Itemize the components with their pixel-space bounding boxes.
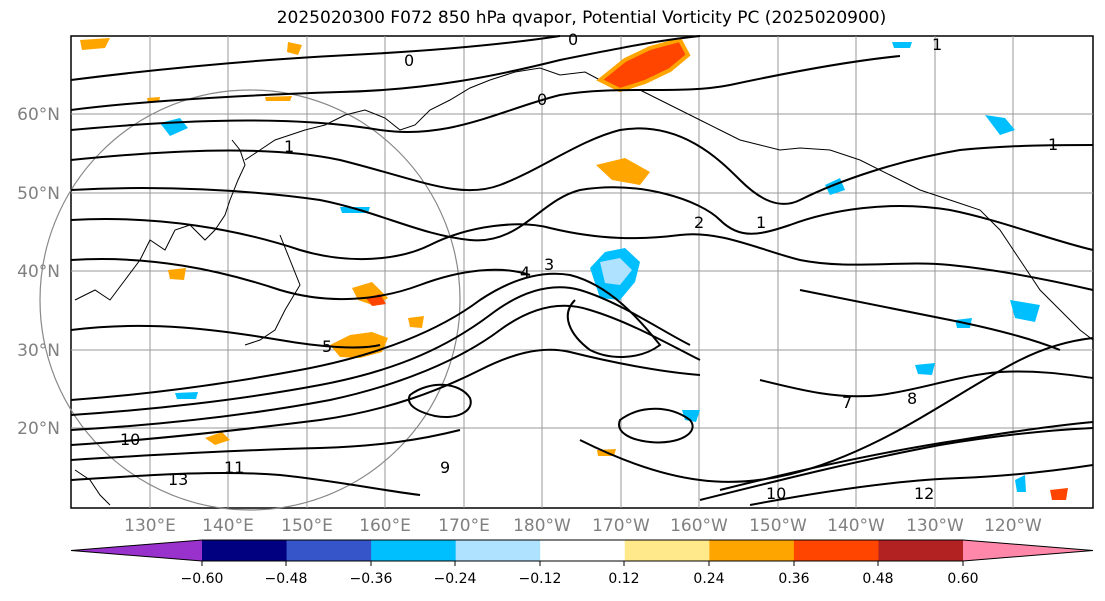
colorbar-swatch [455, 540, 541, 561]
contour-label: 13 [168, 470, 188, 489]
colorbar-tick-label: −0.12 [519, 571, 562, 587]
contour-label: 9 [440, 458, 450, 477]
lon-label: 170°W [592, 516, 650, 536]
contour-label: 2 [694, 213, 704, 232]
colorbar-swatch [878, 540, 964, 561]
colorbar-swatches [70, 539, 1094, 562]
contour-label: 11 [224, 458, 244, 477]
lon-label: 170°E [438, 516, 490, 536]
colorbar-tick-label: −0.36 [350, 571, 393, 587]
lon-label: 180°W [513, 516, 571, 536]
contour-label: 0 [568, 30, 578, 49]
colorbar-tick-label: 0.48 [862, 571, 893, 587]
colorbar-swatch [202, 540, 288, 561]
lon-label: 140°E [202, 516, 254, 536]
contour-label: 4 [520, 263, 530, 282]
colorbar-swatch [624, 540, 710, 561]
contour-label: 0 [404, 51, 414, 70]
colorbar-swatch [540, 540, 626, 561]
lon-label: 150°E [281, 516, 333, 536]
contour-label: 1 [284, 137, 294, 156]
lat-label: 60°N [17, 105, 60, 125]
lat-label: 30°N [17, 341, 60, 361]
lon-label: 150°W [749, 516, 807, 536]
colorbar-ticks [201, 561, 964, 566]
lon-label: 160°W [670, 516, 728, 536]
colorbar-tick-label: 0.24 [693, 571, 724, 587]
lat-label: 40°N [17, 262, 60, 282]
colorbar-extend-max [963, 540, 1093, 561]
colorbar-tick-label: 0.12 [608, 571, 639, 587]
pv-positive-patches [80, 37, 1068, 500]
contour-label: 5 [322, 337, 332, 356]
colorbar: −0.60 −0.48 −0.36 −0.24 −0.12 0.12 0.24 … [70, 539, 1094, 587]
contour-labels: 0 0 0 1 1 1 1 2 3 4 5 7 8 9 10 10 11 12 … [120, 30, 1058, 503]
colorbar-swatch [709, 540, 795, 561]
contour-label: 8 [907, 389, 917, 408]
lon-label: 130°W [906, 516, 964, 536]
pv-contours [70, 35, 1094, 506]
colorbar-swatch [793, 540, 879, 561]
contour-label: 7 [842, 393, 852, 412]
contour-label: 3 [544, 255, 554, 274]
colorbar-tick-label: 0.36 [778, 571, 809, 587]
contour-label: 1 [932, 35, 942, 54]
lon-label: 130°E [124, 516, 176, 536]
contour-label: 1 [1048, 135, 1058, 154]
colorbar-swatch [371, 540, 457, 561]
longitude-labels: 130°E 140°E 150°E 160°E 170°E 180°W 170°… [124, 516, 1042, 536]
lat-label: 20°N [17, 419, 60, 439]
lat-label: 50°N [17, 184, 60, 204]
lon-label: 140°W [827, 516, 885, 536]
colorbar-tick-label: 0.60 [947, 571, 978, 587]
contour-label: 12 [914, 484, 934, 503]
lon-label: 160°E [359, 516, 411, 536]
contour-label: 1 [756, 213, 766, 232]
colorbar-tick-labels: −0.60 −0.48 −0.36 −0.24 −0.12 0.12 0.24 … [181, 571, 979, 587]
colorbar-tick-label: −0.24 [434, 571, 477, 587]
contour-label: 10 [120, 430, 140, 449]
contour-label: 0 [537, 90, 547, 109]
colorbar-extend-min [71, 540, 202, 561]
colorbar-tick-label: −0.60 [181, 571, 224, 587]
map-title: 2025020300 F072 850 hPa qvapor, Potentia… [276, 8, 887, 28]
colorbar-swatch [286, 540, 372, 561]
contour-label: 10 [766, 484, 786, 503]
colorbar-tick-label: −0.48 [265, 571, 308, 587]
range-circle [39, 89, 461, 511]
lon-label: 120°W [984, 516, 1042, 536]
latitude-labels: 60°N 50°N 40°N 30°N 20°N [17, 105, 60, 439]
